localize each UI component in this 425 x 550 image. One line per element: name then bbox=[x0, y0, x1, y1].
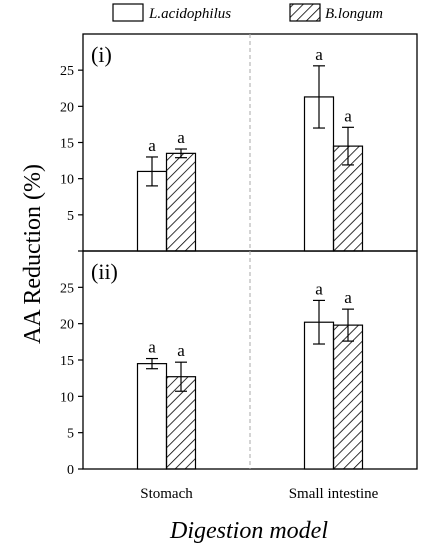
plot-area: 5 10 15 20 25 (i) a a a a 0 5 10 15 20 25 (ii) a a a a Stomac… bbox=[60, 33, 418, 502]
panel-2-bar-b-longum bbox=[165, 376, 197, 470]
panel-1-significance-label: a bbox=[315, 45, 323, 64]
panel-2-significance-label: a bbox=[177, 341, 185, 360]
legend-swatch-b-longum bbox=[289, 3, 321, 22]
panel-1-significance-label: a bbox=[148, 136, 156, 155]
panel-2-label: (ii) bbox=[91, 259, 118, 284]
panel-2-significance-label: a bbox=[344, 288, 352, 307]
panel-1-y-tick-label: 10 bbox=[60, 173, 74, 188]
panel-2-significance-label: a bbox=[315, 279, 323, 298]
panel-1-significance-label: a bbox=[344, 106, 352, 125]
legend: L.acidophilus B.longum bbox=[112, 3, 383, 22]
panel-2-y-tick-label: 15 bbox=[60, 354, 74, 369]
panel-2-bar-l-acidophilus bbox=[136, 363, 168, 470]
x-axis-label: Digestion model bbox=[169, 518, 328, 544]
panel-2-significance-label: a bbox=[148, 338, 156, 357]
panel-2-y-tick-label: 0 bbox=[67, 463, 74, 478]
panel-1-y-tick-label: 20 bbox=[60, 100, 74, 115]
legend-swatch-l-acidophilus bbox=[112, 3, 144, 22]
panel-1-label: (i) bbox=[91, 42, 112, 67]
panel-2-y-tick-label: 10 bbox=[60, 390, 74, 405]
panel-1-significance-label: a bbox=[177, 128, 185, 147]
y-axis-label: AA Reduction (%) bbox=[20, 164, 46, 344]
panel-1-y-tick-label: 25 bbox=[60, 64, 74, 79]
panel-2-y-tick-label: 25 bbox=[60, 281, 74, 296]
panel-2-y-tick-label: 20 bbox=[60, 318, 74, 333]
panel-2-bar-b-longum bbox=[332, 324, 364, 470]
panel-1-y-tick-label: 5 bbox=[67, 209, 74, 224]
legend-label-b-longum: B.longum bbox=[325, 6, 383, 22]
legend-label-l-acidophilus: L.acidophilus bbox=[148, 6, 231, 22]
panel-1-y-tick-label: 15 bbox=[60, 137, 74, 152]
x-tick-label: Stomach bbox=[140, 486, 193, 502]
x-tick-label: Small intestine bbox=[289, 486, 379, 502]
panel-2-y-tick-label: 5 bbox=[67, 427, 74, 442]
panel-1-bar-b-longum bbox=[165, 152, 197, 252]
